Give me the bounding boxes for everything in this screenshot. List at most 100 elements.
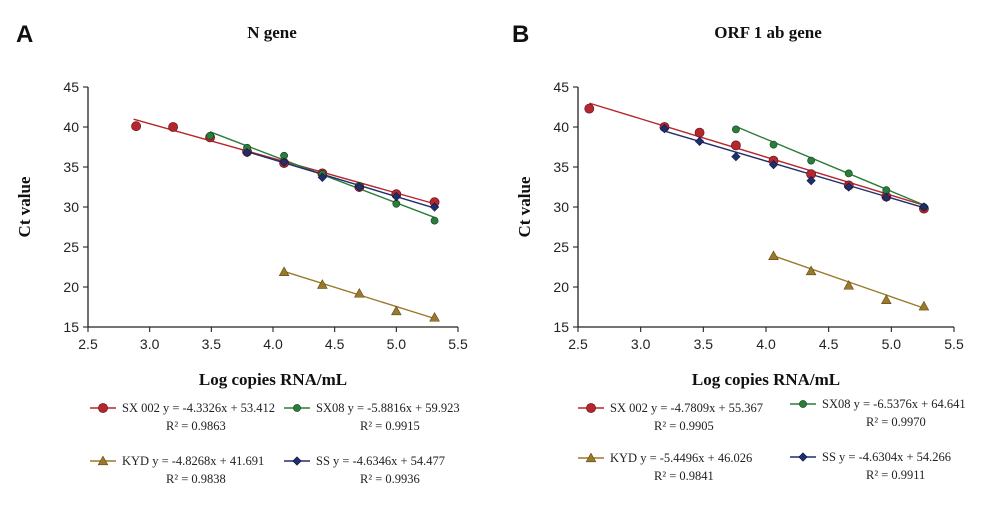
x-tick-label: 5.5 bbox=[448, 336, 468, 352]
legend-r-squared: R² = 0.9970 bbox=[866, 415, 926, 429]
legend-item: SX 002 y = -4.7809x + 55.367 R² = 0.9905 bbox=[578, 401, 763, 433]
x-tick-label: 4.5 bbox=[819, 336, 839, 352]
data-point bbox=[807, 156, 816, 165]
data-point bbox=[317, 172, 327, 183]
data-point bbox=[430, 216, 439, 225]
y-tick-label: 40 bbox=[63, 119, 79, 135]
legend-item: SX08 y = -6.5376x + 64.641 R² = 0.9970 bbox=[790, 397, 966, 429]
data-point bbox=[659, 123, 670, 134]
legend-item: SS y = -4.6304x + 54.266 R² = 0.9911 bbox=[790, 450, 951, 482]
trend-line bbox=[664, 130, 925, 209]
data-point bbox=[732, 125, 740, 134]
x-tick-label: 4.0 bbox=[756, 336, 776, 352]
series-points-kyd bbox=[768, 250, 930, 311]
legend-equation: SS y = -4.6346x + 54.477 bbox=[316, 454, 445, 468]
data-point bbox=[882, 186, 891, 195]
data-point bbox=[919, 202, 929, 212]
y-tick-label: 40 bbox=[553, 119, 569, 135]
data-point bbox=[279, 157, 289, 167]
data-point bbox=[769, 140, 778, 149]
legend-equation: SX08 y = -6.5376x + 64.641 bbox=[822, 397, 966, 411]
x-tick-label: 5.5 bbox=[944, 336, 964, 352]
x-tick-label: 3.5 bbox=[694, 336, 714, 352]
legend-item: KYD y = -5.4496x + 46.026 R² = 0.9841 bbox=[578, 451, 752, 483]
series-sx-002 bbox=[589, 102, 925, 206]
y-axis-label: Ct value bbox=[15, 176, 34, 237]
legend-item: KYD y = -4.8268x + 41.691 R² = 0.9838 bbox=[90, 454, 264, 486]
trend-line bbox=[246, 151, 435, 209]
legend-r-squared: R² = 0.9838 bbox=[166, 472, 226, 486]
data-point bbox=[918, 300, 930, 311]
data-point bbox=[392, 199, 401, 208]
legend-equation: SX 002 y = -4.7809x + 55.367 bbox=[610, 401, 763, 415]
series-sx08 bbox=[735, 125, 925, 206]
data-point bbox=[806, 175, 816, 186]
trend-line bbox=[735, 125, 925, 206]
data-point bbox=[429, 202, 440, 212]
x-tick-label: 3.0 bbox=[631, 336, 651, 352]
x-tick-label: 4.5 bbox=[325, 336, 345, 352]
data-point bbox=[881, 294, 892, 304]
data-point bbox=[278, 266, 290, 276]
y-axis-label: Ct value bbox=[515, 176, 534, 237]
x-tick-label: 2.5 bbox=[568, 336, 588, 352]
data-point bbox=[168, 122, 178, 132]
data-point bbox=[694, 136, 705, 147]
data-point bbox=[317, 279, 328, 289]
y-tick-label: 20 bbox=[553, 279, 569, 295]
legend-equation: SX 002 y = -4.3326x + 53.412 bbox=[122, 401, 275, 415]
legend-item: SX08 y = -5.8816x + 59.923 R² = 0.9915 bbox=[284, 401, 460, 433]
series-points-ss bbox=[242, 147, 440, 212]
x-tick-label: 5.0 bbox=[387, 336, 407, 352]
chart-title: ORF 1 ab gene bbox=[714, 23, 822, 42]
data-point bbox=[131, 121, 141, 132]
legend-r-squared: R² = 0.9905 bbox=[654, 419, 714, 433]
legend-equation: KYD y = -4.8268x + 41.691 bbox=[122, 454, 264, 468]
y-tick-label: 35 bbox=[553, 159, 569, 175]
x-tick-label: 2.5 bbox=[78, 336, 98, 352]
chart-title: N gene bbox=[247, 23, 297, 42]
legend-item: SX 002 y = -4.3326x + 53.412 R² = 0.9863 bbox=[90, 401, 275, 433]
x-tick-label: 3.0 bbox=[140, 336, 160, 352]
data-point bbox=[731, 151, 741, 162]
y-tick-label: 20 bbox=[63, 279, 79, 295]
data-point bbox=[391, 191, 401, 202]
data-point bbox=[391, 305, 402, 316]
chart-panel-a: A N gene 15 20 25 30 35 40 45 2.5 3.0 3.5 4.0 4.5 5.0 5… bbox=[15, 21, 468, 486]
legend-swatch-marker bbox=[585, 452, 597, 463]
data-point bbox=[805, 265, 817, 276]
y-tick-label: 30 bbox=[553, 199, 569, 215]
data-point bbox=[881, 192, 891, 203]
legend-swatch-marker bbox=[292, 456, 302, 466]
trend-line bbox=[589, 102, 925, 206]
y-tick-label: 30 bbox=[63, 199, 79, 215]
y-tick-label: 45 bbox=[63, 79, 79, 95]
data-point bbox=[843, 279, 855, 290]
legend-r-squared: R² = 0.9841 bbox=[654, 469, 714, 483]
legend-r-squared: R² = 0.9936 bbox=[360, 472, 420, 486]
legend-swatch-marker bbox=[293, 404, 301, 412]
data-point bbox=[354, 287, 365, 298]
data-point bbox=[242, 147, 252, 158]
data-point bbox=[206, 131, 214, 140]
data-point bbox=[731, 140, 741, 151]
x-tick-label: 3.5 bbox=[202, 336, 222, 352]
data-point bbox=[844, 169, 853, 178]
panel-letter: A bbox=[16, 21, 33, 48]
legend-swatch-marker bbox=[586, 403, 596, 413]
y-tick-label: 15 bbox=[63, 319, 79, 335]
chart-panel-b: B ORF 1 ab gene 15 20 25 30 35 40 45 2.5 3.0 3.5 4.0… bbox=[512, 21, 966, 483]
legend-equation: SX08 y = -5.8816x + 59.923 bbox=[316, 401, 460, 415]
series-ss bbox=[664, 130, 925, 209]
legend-r-squared: R² = 0.9915 bbox=[360, 419, 420, 433]
y-tick-label: 45 bbox=[553, 79, 569, 95]
series-ss bbox=[246, 151, 435, 209]
data-point bbox=[694, 127, 705, 138]
data-point bbox=[768, 250, 779, 260]
x-axis-label: Log copies RNA/mL bbox=[692, 370, 840, 389]
x-axis-label: Log copies RNA/mL bbox=[199, 370, 347, 389]
x-tick-label: 5.0 bbox=[882, 336, 902, 352]
